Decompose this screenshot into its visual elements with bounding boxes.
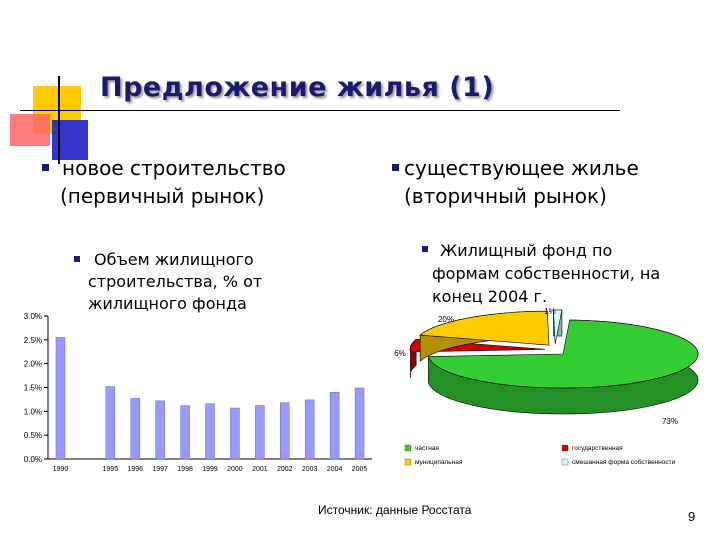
bullet-icon	[42, 164, 49, 171]
bullet-icon	[392, 164, 399, 171]
x-tick-label: 1997	[152, 466, 168, 473]
legend-swatch	[404, 444, 412, 452]
bar-2001	[255, 405, 265, 460]
right-sub-line1: Жилищный фонд по	[440, 241, 613, 260]
right-sub-line2: формам собственности, на	[432, 264, 661, 283]
page-title: Предложение жилья (1)	[100, 72, 495, 103]
bar-2005	[354, 387, 365, 460]
page-number: 9	[688, 509, 696, 524]
x-tick-label: 2002	[277, 466, 293, 473]
right-heading-line2: (вторичный рынок)	[404, 184, 607, 208]
x-tick-label: 2004	[327, 466, 343, 473]
legend-label: муниципальная	[415, 459, 463, 466]
deco-vertical-line	[58, 76, 60, 164]
bar-1998	[180, 405, 190, 460]
x-tick-label: 1990	[53, 466, 69, 473]
x-tick-label: 1999	[202, 466, 218, 473]
construction-bar-chart: 0.0% 0.5% 1.0% 1.5% 2.0% 2.5% 3.0% 1990 1995 1996…	[24, 312, 372, 473]
legend-swatch	[561, 444, 569, 452]
left-heading-line2: (первичный рынок)	[60, 184, 265, 208]
bar-2003	[304, 399, 315, 460]
right-sub-line3: конец 2004 г.	[432, 287, 548, 306]
bullet-icon	[74, 256, 80, 262]
pie-slice-смешанная форма собственности	[553, 309, 563, 345]
bar-2004	[329, 392, 340, 460]
x-tick-label: 2003	[302, 466, 318, 473]
left-heading-line1: новое строительство	[62, 156, 286, 180]
y-tick-label: 3.0%	[24, 312, 42, 321]
bar-1990	[55, 337, 66, 460]
pie-value-label: 73%	[662, 417, 678, 426]
right-heading-line1: существующее жилье	[404, 156, 639, 180]
x-tick-label: 2005	[352, 466, 368, 473]
source-note: Источник: данные Росстата	[318, 503, 472, 517]
deco-horizontal-line	[20, 110, 620, 111]
x-tick-label: 2001	[252, 466, 268, 473]
y-tick-label: 0.0%	[24, 455, 42, 464]
y-tick-label: 1.0%	[24, 407, 42, 416]
left-sub-line1: Объем жилищного	[94, 250, 254, 269]
bar-1997	[155, 400, 165, 460]
x-tick-label: 2000	[227, 466, 243, 473]
pie-value-label: 1%	[544, 307, 556, 316]
legend-swatch	[404, 458, 412, 466]
bar-2000	[230, 407, 240, 460]
y-tick-label: 0.5%	[24, 431, 42, 440]
legend-swatch	[561, 458, 569, 466]
pie-value-label: 6%	[394, 349, 406, 358]
y-tick-label: 1.5%	[24, 384, 42, 393]
bar-1999	[205, 403, 215, 460]
legend-label: смешанная форма собственности	[572, 458, 676, 466]
legend-label: государственная	[572, 445, 623, 452]
left-sub-line3: жилищного фонда	[88, 294, 247, 313]
pie-value-label: 20%	[438, 315, 454, 324]
x-tick-label: 1995	[103, 466, 119, 473]
deco-red-block	[10, 114, 50, 146]
pie-slice-частная	[427, 319, 699, 389]
ownership-pie-chart: 73% 6% 20% 1% частная государственная муниципа…	[394, 307, 699, 466]
bullet-icon	[422, 246, 428, 252]
y-tick-label: 2.5%	[24, 336, 42, 345]
bar-1996	[130, 398, 140, 460]
bar-1995	[105, 386, 116, 460]
y-tick-label: 2.0%	[24, 360, 42, 369]
x-tick-label: 1996	[127, 466, 143, 473]
left-sub-line2: строительства, % от	[88, 272, 263, 291]
bar-2002	[280, 402, 290, 460]
legend-label: частная	[415, 445, 439, 452]
x-tick-label: 1998	[177, 466, 193, 473]
pie-slice-муниципальная	[419, 310, 550, 346]
